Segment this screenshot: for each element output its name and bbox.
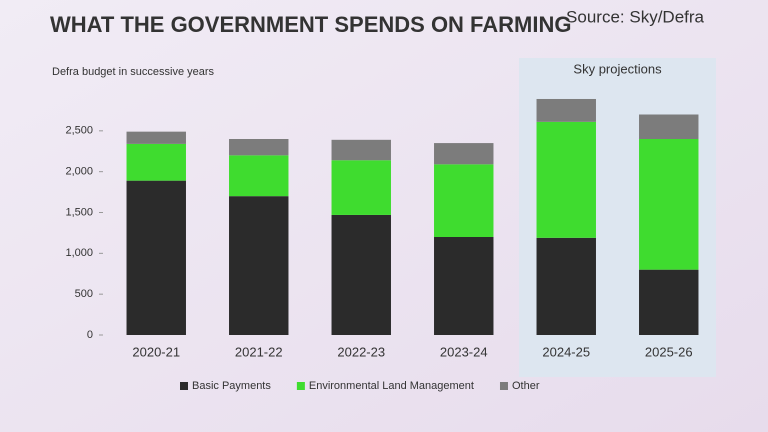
subtitle: Defra budget in successive years bbox=[52, 66, 215, 78]
y-tick-label: 2,000 bbox=[65, 166, 93, 178]
x-tick-label: 2023-24 bbox=[440, 344, 488, 359]
bar-segment bbox=[639, 139, 699, 270]
legend-label: Basic Payments bbox=[192, 380, 271, 392]
annotation: Sky projections bbox=[573, 61, 662, 76]
bar-segment bbox=[434, 237, 494, 335]
bar-segment bbox=[536, 98, 596, 122]
y-tick-label: 1,500 bbox=[65, 206, 93, 218]
y-tick-label: 2,500 bbox=[65, 125, 93, 137]
x-tick-label: 2021-22 bbox=[235, 344, 283, 359]
bar-segment bbox=[331, 214, 391, 335]
chart-title: WHAT THE GOVERNMENT SPENDS ON FARMING bbox=[50, 12, 572, 37]
bar-segment bbox=[536, 121, 596, 238]
bar-segment bbox=[126, 180, 186, 335]
bar-segment bbox=[331, 160, 391, 215]
x-tick-label: 2022-23 bbox=[337, 344, 385, 359]
bar-segment bbox=[229, 139, 289, 156]
legend-swatch bbox=[296, 382, 305, 390]
x-tick-label: 2024-25 bbox=[542, 344, 590, 359]
legend-swatch bbox=[180, 382, 188, 390]
legend-label: Environmental Land Management bbox=[309, 380, 474, 392]
bar-segment bbox=[434, 164, 494, 237]
bar-segment bbox=[536, 237, 596, 335]
bar-segment bbox=[639, 114, 699, 139]
bar-segment bbox=[229, 155, 289, 197]
y-tick-label: 0 bbox=[87, 329, 93, 341]
y-tick-label: 1,000 bbox=[65, 247, 93, 259]
x-tick-label: 2025-26 bbox=[645, 344, 693, 359]
source: Source: Sky/Defra bbox=[566, 7, 704, 26]
y-tick-label: 500 bbox=[75, 288, 93, 300]
bar-segment bbox=[229, 196, 289, 335]
bar-segment bbox=[639, 269, 699, 335]
bar-segment bbox=[126, 131, 186, 144]
legend-swatch bbox=[499, 382, 508, 390]
bar-segment bbox=[434, 143, 494, 165]
x-tick-label: 2020-21 bbox=[132, 344, 180, 359]
bar-segment bbox=[331, 139, 391, 161]
bar-segment bbox=[126, 143, 186, 181]
legend-label: Other bbox=[512, 380, 540, 392]
